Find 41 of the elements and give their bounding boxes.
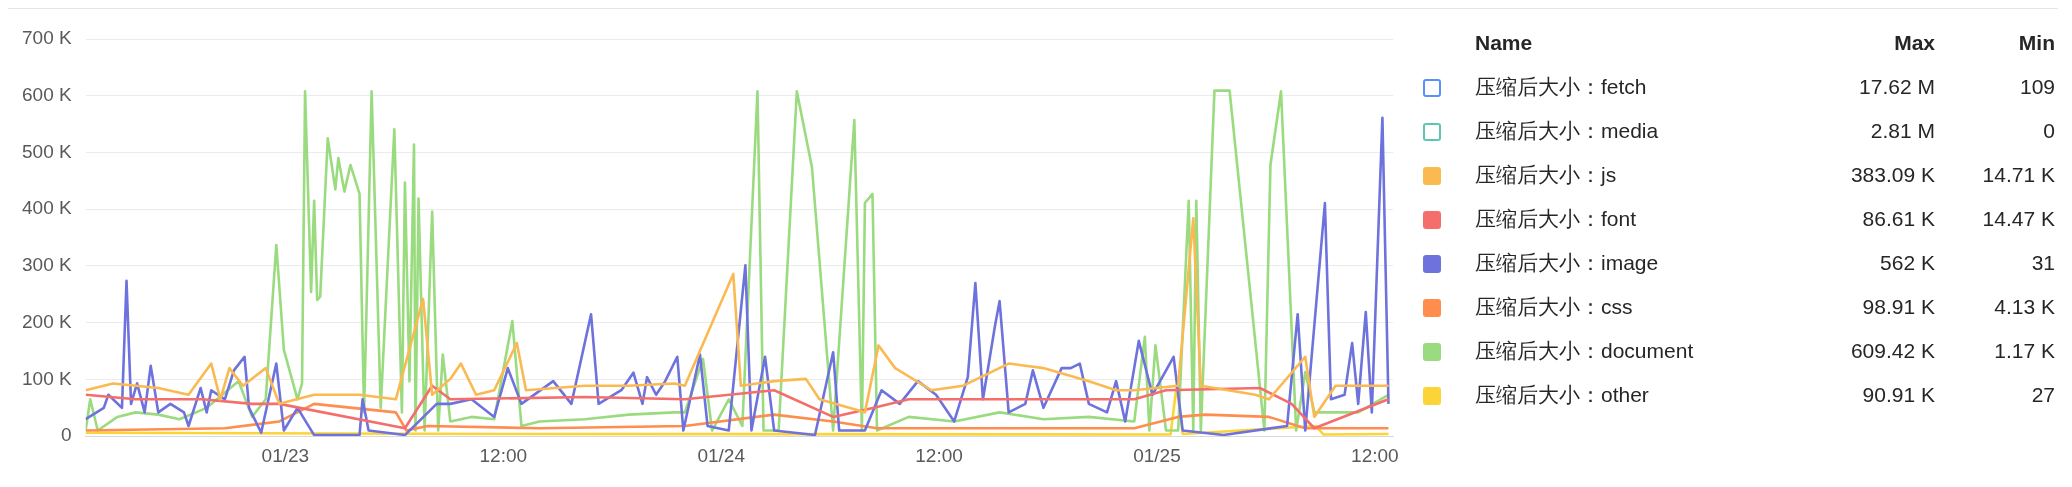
legend-label: 压缩后大小：media bbox=[1475, 118, 1660, 144]
text: 109 bbox=[2018, 74, 2055, 100]
text: 609.42 K bbox=[1849, 338, 1935, 364]
text: 0 bbox=[2042, 118, 2055, 144]
text: 4.13 K bbox=[1993, 294, 2055, 320]
text: 14.47 K bbox=[1981, 206, 2055, 232]
text: 562 K bbox=[1879, 250, 1935, 276]
text: 31 bbox=[2030, 250, 2055, 276]
text: 86.61 K bbox=[1861, 206, 1935, 232]
legend-label: 压缩后大小：image bbox=[1475, 250, 1660, 276]
text: 27 bbox=[2030, 382, 2055, 408]
text: 17.62 M bbox=[1858, 74, 1935, 100]
y-tick-label: 400 K bbox=[22, 197, 72, 219]
y-tick-label: 600 K bbox=[22, 83, 72, 105]
x-tick-label: 01/23 bbox=[261, 444, 310, 466]
legend-label: 压缩后大小：font bbox=[1475, 206, 1638, 232]
text: 14.71 K bbox=[1981, 162, 2055, 188]
y-tick-label: 300 K bbox=[22, 254, 72, 276]
y-tick-label: 500 K bbox=[22, 140, 72, 162]
legend-label: 压缩后大小：fetch bbox=[1475, 74, 1648, 100]
text: Min bbox=[2017, 30, 2055, 56]
text: 90.91 K bbox=[1861, 382, 1935, 408]
x-tick-label: 12:00 bbox=[479, 444, 528, 466]
legend-label: 压缩后大小：js bbox=[1475, 162, 1618, 188]
text: 2.81 M bbox=[1869, 118, 1935, 144]
text: Max bbox=[1893, 30, 1935, 56]
x-tick-label: 12:00 bbox=[1351, 444, 1399, 466]
text: Name bbox=[1475, 30, 1534, 56]
x-tick-label: 01/24 bbox=[697, 444, 746, 466]
y-tick-label: 100 K bbox=[22, 367, 72, 389]
y-tick-label: 700 K bbox=[22, 27, 72, 49]
y-tick-label: 200 K bbox=[22, 310, 72, 332]
text: 383.09 K bbox=[1849, 162, 1935, 188]
legend-label: 压缩后大小：css bbox=[1475, 294, 1634, 320]
x-tick-label: 12:00 bbox=[915, 444, 963, 466]
text: 98.91 K bbox=[1861, 294, 1935, 320]
legend-label: 压缩后大小：document bbox=[1475, 338, 1695, 364]
x-tick-label: 01/25 bbox=[1133, 444, 1181, 466]
y-tick-label: 0 bbox=[61, 424, 72, 446]
legend-label: 压缩后大小：other bbox=[1475, 382, 1650, 408]
text: 1.17 K bbox=[1993, 338, 2055, 364]
